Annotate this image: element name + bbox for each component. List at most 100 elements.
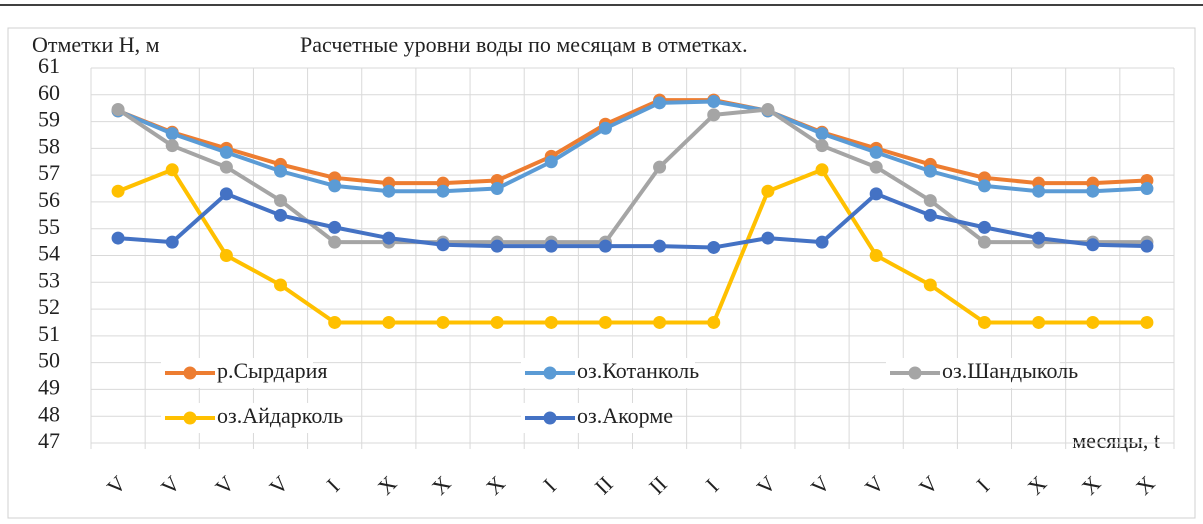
y-tick-label: 51 [38,321,60,346]
point [219,187,233,201]
y-tick-label: 55 [38,214,60,239]
point [274,278,288,292]
series-line [117,167,1147,325]
y-tick-label: 47 [38,428,60,453]
point [328,179,342,193]
point [869,160,883,174]
point [165,139,179,153]
legend-marker [908,366,922,380]
y-axis-label: Отметки H, м [32,32,160,57]
point [274,164,288,178]
point [1032,315,1046,329]
point [977,220,991,234]
point [328,220,342,234]
point [436,238,450,252]
point [1032,184,1046,198]
x-axis-label: месяцы, t [1072,428,1160,453]
legend-marker [183,366,197,380]
point [653,239,667,253]
point [707,108,721,122]
point [815,127,829,141]
legend-label: оз.Акорме [577,403,673,428]
series-line [116,107,1147,245]
point [707,94,721,108]
point [923,208,937,222]
point [869,187,883,201]
point [490,315,504,329]
legend-marker [543,366,557,380]
point [219,249,233,262]
point [436,315,450,329]
point [653,315,667,329]
series-line [117,99,1148,194]
point [328,315,342,329]
point [219,145,233,159]
chart-title: Расчетные уровни воды по месяцам в отмет… [300,32,748,57]
y-tick-label: 59 [38,107,60,132]
point [544,315,558,329]
point [111,184,125,198]
point [165,235,179,249]
y-tick-label: 58 [38,133,60,158]
point [977,315,991,329]
point [1140,315,1154,329]
point [977,235,991,249]
y-tick-label: 60 [38,80,60,105]
point [382,315,396,329]
point [869,249,883,262]
chart-frame [7,27,1196,519]
point [815,235,829,249]
point [111,103,125,117]
point [544,239,558,253]
point [653,96,667,110]
series-line [117,98,1148,186]
point [111,231,125,245]
point [1140,182,1154,196]
point [598,121,612,135]
point [923,164,937,178]
point [1140,239,1154,253]
point [977,179,991,193]
point [1086,184,1100,198]
point [1086,238,1100,252]
point [761,231,775,245]
point [869,145,883,159]
point [923,194,937,208]
legend-label: оз.Шандыколь [942,358,1078,383]
series-line [117,191,1147,250]
point [761,103,775,117]
y-tick-label: 49 [38,374,60,399]
legend-label: оз.Айдарколь [217,403,343,428]
point [707,315,721,329]
point [544,155,558,169]
y-tick-label: 53 [38,267,60,292]
point [598,315,612,329]
point [923,278,937,292]
point [219,160,233,174]
y-tick-label: 50 [38,348,60,373]
point [1032,231,1046,245]
y-tick-label: 48 [38,401,60,426]
legend-marker [543,411,557,425]
y-tick-label: 56 [38,187,60,212]
point [165,163,179,177]
point [165,127,179,141]
point [274,208,288,222]
point [382,231,396,245]
point [653,160,667,174]
point [436,184,450,198]
point [382,184,396,198]
point [815,163,829,177]
y-tick-label: 54 [38,241,60,266]
point [328,235,342,249]
legend-label: оз.Котанколь [577,358,699,383]
y-tick-label: 61 [38,53,60,78]
point [490,239,504,253]
point [274,194,288,208]
point [761,184,775,198]
y-tick-label: 57 [38,160,60,185]
legend-label: р.Сырдария [217,358,328,383]
y-tick-label: 52 [38,294,60,319]
point [598,239,612,253]
